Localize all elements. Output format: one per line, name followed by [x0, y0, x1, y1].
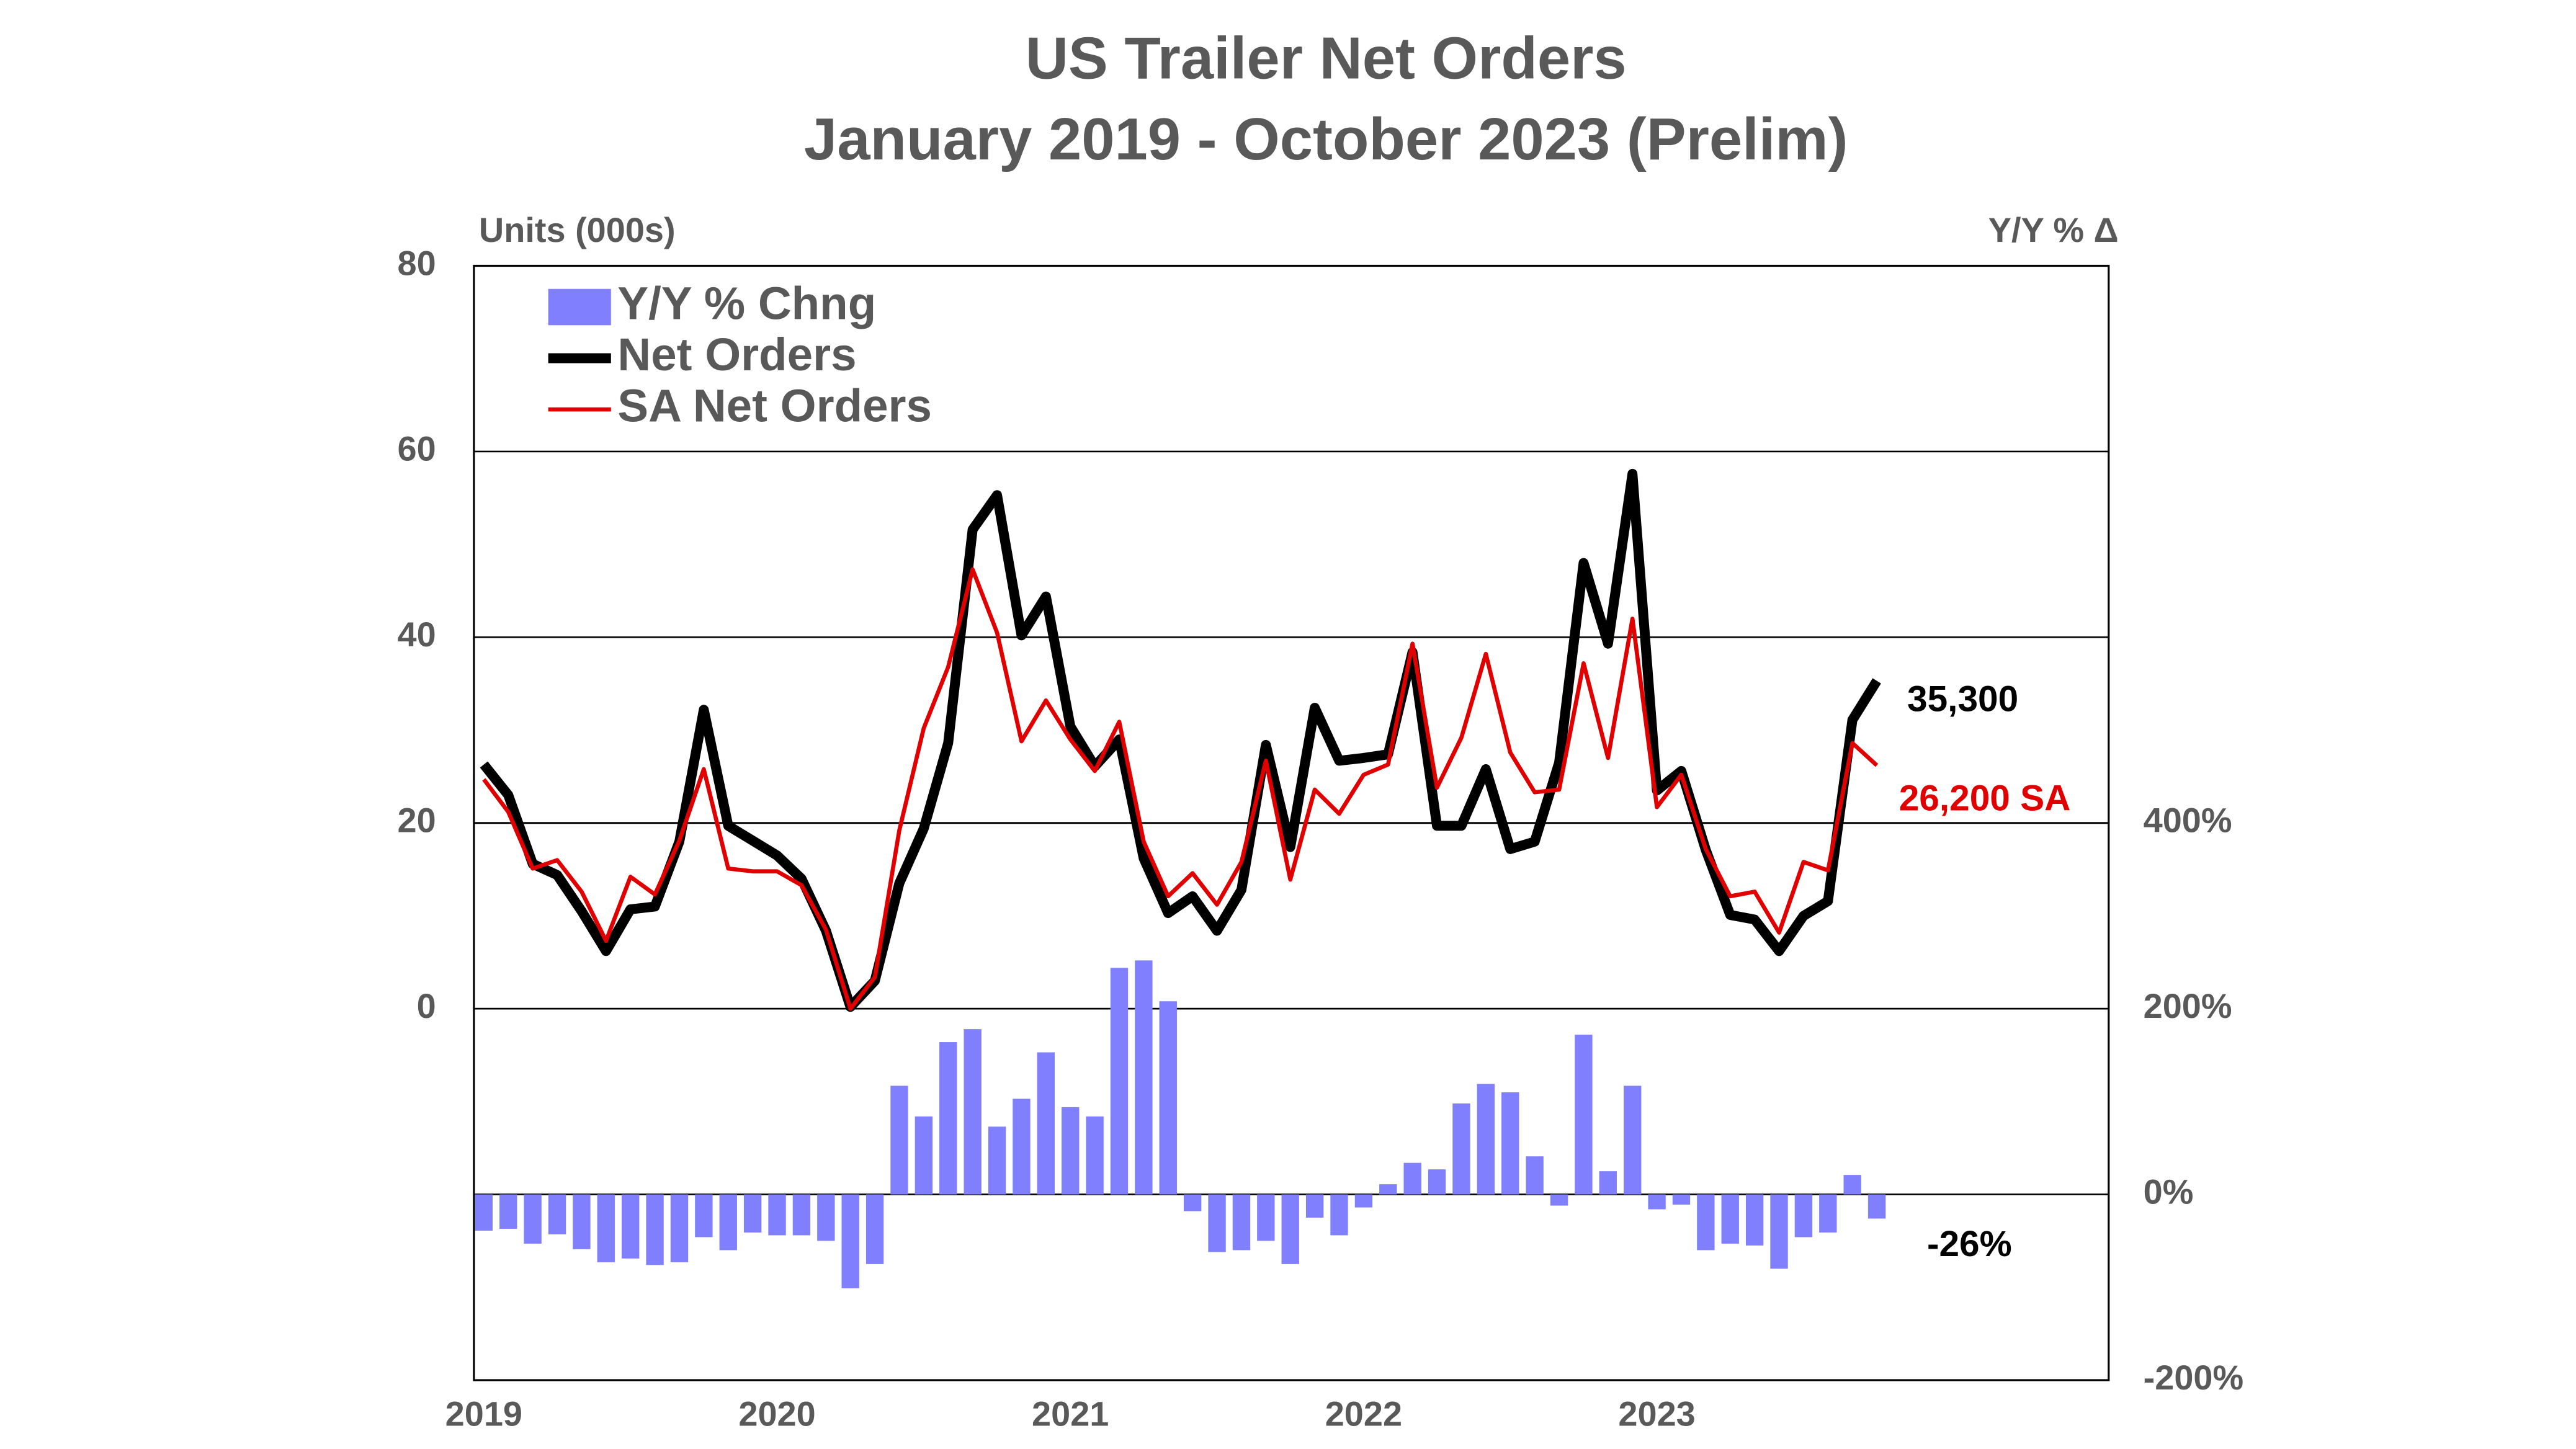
- bar: [1305, 1194, 1324, 1218]
- bar: [1745, 1194, 1764, 1246]
- bar: [1794, 1194, 1813, 1237]
- legend-label: Y/Y % Chng: [617, 278, 876, 329]
- bar: [670, 1194, 689, 1262]
- line: [480, 468, 1881, 1012]
- line: [482, 567, 1879, 1011]
- bar: [1086, 1116, 1104, 1195]
- bar: [719, 1194, 737, 1251]
- bar: [524, 1194, 542, 1244]
- bar: [1037, 1052, 1055, 1195]
- bar: [915, 1116, 933, 1195]
- bar: [1013, 1099, 1031, 1195]
- x-tick-label: 2021: [1032, 1394, 1109, 1433]
- bar: [792, 1194, 811, 1236]
- x-tick-label: 2020: [738, 1394, 815, 1433]
- bar: [1550, 1194, 1568, 1206]
- bar: [865, 1194, 884, 1264]
- y-tick-label: 60: [398, 429, 436, 468]
- y2-tick-label: 400%: [2144, 801, 2232, 840]
- bar: [548, 1194, 566, 1234]
- bar: [743, 1194, 762, 1233]
- bar: [1403, 1162, 1421, 1195]
- bar: [1867, 1194, 1886, 1219]
- bar: [1062, 1107, 1080, 1195]
- bar: [988, 1126, 1006, 1195]
- bar: [475, 1194, 493, 1231]
- bar: [1135, 960, 1153, 1195]
- plot-border: [473, 264, 2110, 1381]
- bar: [841, 1194, 859, 1288]
- legend-label: SA Net Orders: [617, 380, 932, 432]
- bar: [1819, 1194, 1837, 1233]
- bar: [939, 1042, 957, 1195]
- bar: [622, 1194, 640, 1259]
- y-tick-label: 0: [417, 986, 436, 1025]
- bar: [499, 1194, 517, 1229]
- bar: [1770, 1194, 1788, 1269]
- y2-axis-label: Y/Y % Δ: [1988, 210, 2119, 249]
- bar: [1501, 1092, 1519, 1195]
- bar: [1232, 1194, 1251, 1251]
- bar: [1183, 1194, 1202, 1211]
- bar: [1599, 1171, 1617, 1195]
- y-tick-label: 80: [398, 243, 436, 282]
- bar: [1526, 1156, 1544, 1195]
- y2-tick-label: -200%: [2144, 1358, 2244, 1397]
- bar: [695, 1194, 713, 1237]
- annotation: -26%: [1927, 1224, 2012, 1264]
- chart-subtitle: January 2019 - October 2023 (Prelim): [804, 106, 1848, 172]
- bar: [1624, 1086, 1642, 1195]
- bar: [1452, 1103, 1470, 1195]
- x-tick-label: 2023: [1618, 1394, 1695, 1433]
- annotation: 26,200 SA: [1899, 778, 2071, 818]
- bar: [597, 1194, 615, 1262]
- bar: [1379, 1184, 1397, 1195]
- annotation: 35,300: [1907, 679, 2018, 720]
- bar: [1257, 1194, 1275, 1241]
- bar: [768, 1194, 786, 1236]
- bar: [1721, 1194, 1739, 1244]
- bar: [1208, 1194, 1226, 1252]
- bar: [1159, 1001, 1177, 1195]
- bar: [1843, 1175, 1861, 1195]
- x-tick-label: 2019: [445, 1394, 522, 1433]
- bar: [573, 1194, 591, 1249]
- bar: [817, 1194, 835, 1241]
- bar: [1354, 1194, 1373, 1208]
- y-axis-label: Units (000s): [479, 210, 676, 249]
- bar: [646, 1194, 664, 1265]
- legend-label: Net Orders: [617, 329, 856, 380]
- bar: [890, 1086, 908, 1195]
- bar: [1697, 1194, 1715, 1251]
- y-tick-label: 40: [398, 615, 436, 654]
- bar: [1672, 1194, 1691, 1205]
- bar: [1330, 1194, 1348, 1236]
- bar: [1575, 1035, 1593, 1195]
- y-tick-label: 20: [398, 801, 436, 840]
- legend-swatch: [548, 288, 611, 326]
- y2-tick-label: 0%: [2144, 1172, 2194, 1211]
- bar: [1428, 1169, 1446, 1195]
- bar: [1648, 1194, 1666, 1210]
- bar: [1477, 1084, 1495, 1195]
- bar: [964, 1029, 982, 1195]
- x-tick-label: 2022: [1325, 1394, 1402, 1433]
- bar: [1110, 968, 1129, 1195]
- bar: [1281, 1194, 1299, 1264]
- chart-title: US Trailer Net Orders: [1026, 25, 1627, 91]
- y2-tick-label: 200%: [2144, 986, 2232, 1025]
